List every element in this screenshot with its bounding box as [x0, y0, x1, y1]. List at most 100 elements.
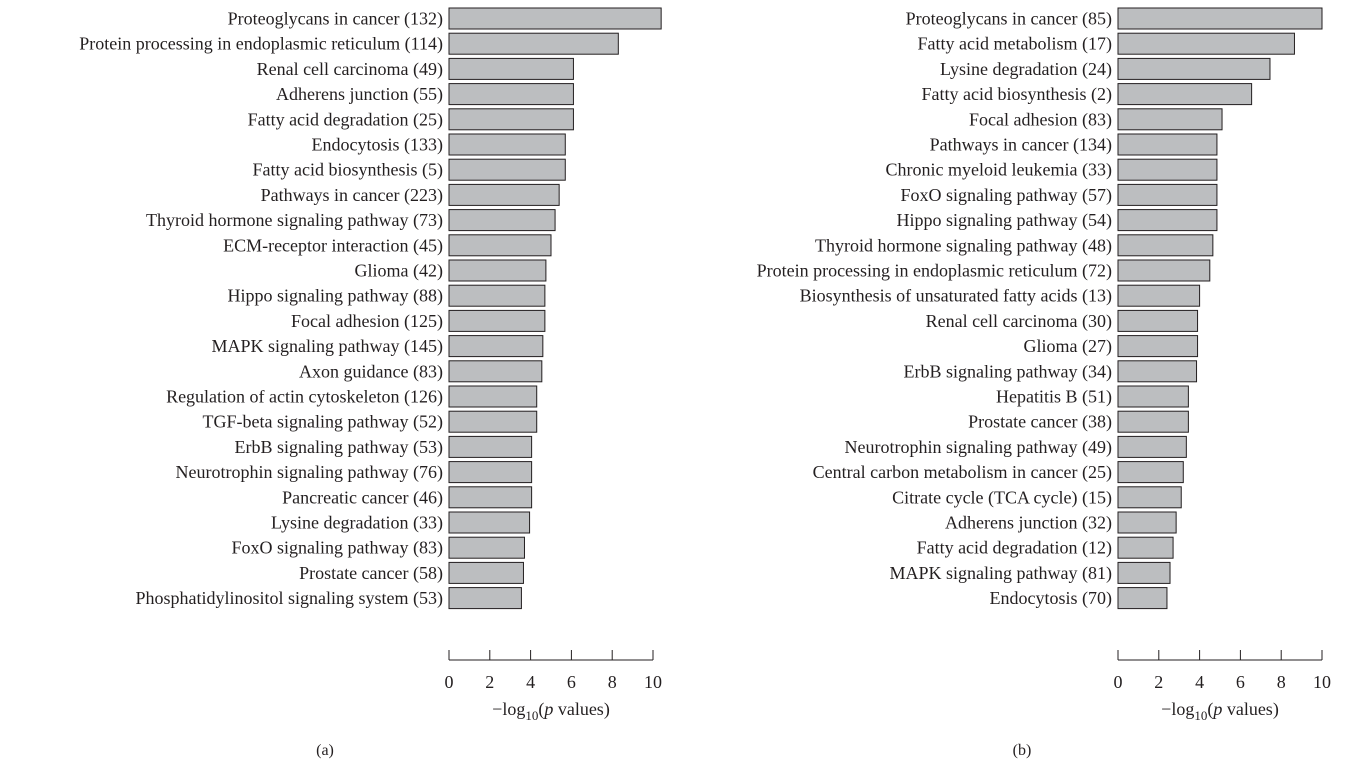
category-label: Neurotrophin signaling pathway (49): [845, 437, 1112, 458]
bar: [1117, 461, 1184, 484]
category-label: MAPK signaling pathway (81): [890, 563, 1112, 584]
bar: [448, 587, 522, 610]
bar: [1117, 335, 1199, 358]
x-tick-label: 10: [644, 672, 662, 692]
bar: [448, 234, 552, 257]
bar: [448, 57, 574, 80]
bar: [1117, 209, 1218, 232]
bar: [448, 360, 543, 383]
category-label: Hepatitis B (51): [996, 387, 1112, 408]
panel-b: Proteoglycans in cancer (85) Fatty acid m…: [757, 7, 1331, 759]
category-label: Axon guidance (83): [299, 361, 443, 382]
bar: [448, 461, 533, 484]
x-tick-label: 8: [1277, 672, 1286, 692]
category-label: Neurotrophin signaling pathway (76): [176, 462, 443, 483]
bar: [1117, 83, 1253, 106]
category-label: Pancreatic cancer (46): [282, 487, 443, 508]
category-label: Adherens junction (55): [276, 84, 443, 105]
category-label: ECM-receptor interaction (45): [223, 235, 443, 256]
bar: [1117, 284, 1201, 307]
bar: [448, 511, 531, 534]
category-label: Protein processing in endoplasmic reticu…: [757, 261, 1112, 282]
category-label: Thyroid hormone signaling pathway (73): [146, 210, 443, 231]
bar: [1117, 57, 1271, 80]
category-label: Glioma (42): [355, 261, 443, 282]
bar: [448, 309, 546, 332]
bar: [448, 108, 574, 131]
bar: [448, 284, 546, 307]
bar: [448, 561, 524, 584]
category-label: Central carbon metabolism in cancer (25): [813, 462, 1112, 483]
category-label: Pathways in cancer (223): [261, 185, 443, 206]
category-label: Adherens junction (32): [945, 513, 1112, 534]
category-label: Endocytosis (70): [990, 588, 1112, 609]
x-tick-label: 8: [608, 672, 617, 692]
category-label: Focal adhesion (125): [291, 311, 443, 332]
x-axis-title-prefix: −log: [1161, 699, 1194, 719]
category-label: Focal adhesion (83): [969, 109, 1112, 130]
bar: [448, 83, 574, 106]
category-label: Proteoglycans in cancer (85): [906, 9, 1112, 30]
x-tick-label: 0: [445, 672, 454, 692]
category-label: Pathways in cancer (134): [930, 135, 1112, 156]
x-tick-label: 6: [1236, 672, 1245, 692]
x-tick-label: 6: [567, 672, 576, 692]
category-label: Proteoglycans in cancer (132): [228, 9, 443, 30]
panel-label: (b): [1013, 742, 1032, 759]
bar: [448, 486, 533, 509]
bar: [448, 385, 538, 408]
x-axis-title-rest: values): [553, 699, 609, 720]
category-label: Fatty acid biosynthesis (5): [253, 160, 443, 181]
category-label: Fatty acid metabolism (17): [918, 34, 1112, 55]
x-axis-title-open-paren: (: [538, 699, 544, 720]
category-label: MAPK signaling pathway (145): [212, 336, 443, 357]
bar: [1117, 259, 1211, 282]
bar: [448, 536, 525, 559]
category-label: Thyroid hormone signaling pathway (48): [815, 235, 1112, 256]
bar: [448, 335, 544, 358]
bar: [1117, 435, 1187, 458]
category-label: ErbB signaling pathway (34): [904, 361, 1112, 382]
category-label: Citrate cycle (TCA cycle) (15): [892, 487, 1112, 508]
category-label: Hippo signaling pathway (88): [228, 286, 443, 307]
x-axis-title-subscript: 10: [525, 708, 538, 723]
category-label: FoxO signaling pathway (83): [232, 538, 443, 559]
x-axis-title-subscript: 10: [1194, 708, 1207, 723]
x-tick-label: 4: [1195, 672, 1204, 692]
x-tick-label: 4: [526, 672, 535, 692]
bar: [1117, 385, 1189, 408]
x-axis-title-rest: values): [1222, 699, 1278, 720]
bar: [1117, 561, 1171, 584]
bar: [448, 133, 566, 156]
bar: [1117, 183, 1218, 206]
x-tick-label: 2: [485, 672, 494, 692]
category-label: Hippo signaling pathway (54): [897, 210, 1112, 231]
category-label: Prostate cancer (58): [299, 563, 443, 584]
bar: [448, 32, 619, 55]
bar: [1117, 587, 1168, 610]
bar: [1117, 536, 1174, 559]
bar: [1117, 360, 1198, 383]
category-label: ErbB signaling pathway (53): [235, 437, 443, 458]
panel-a: Proteoglycans in cancer (132) Protein pro…: [79, 7, 662, 759]
bar: [1117, 158, 1218, 181]
bar: [448, 158, 566, 181]
bar: [1117, 234, 1214, 257]
category-label: Fatty acid degradation (12): [917, 538, 1112, 559]
bar: [448, 259, 547, 282]
bar: [1117, 7, 1323, 30]
x-tick-label: 10: [1313, 672, 1331, 692]
category-label: Renal cell carcinoma (30): [926, 311, 1112, 332]
x-axis-title-variable: p: [1211, 699, 1222, 719]
category-label: Endocytosis (133): [312, 135, 443, 156]
bar: [1117, 108, 1223, 131]
category-label: Chronic myeloid leukemia (33): [886, 160, 1112, 181]
category-label: Biosynthesis of unsaturated fatty acids …: [800, 286, 1112, 307]
bar: [1117, 410, 1189, 433]
bar: [448, 410, 538, 433]
panel-label: (a): [316, 742, 334, 759]
x-axis-title-prefix: −log: [492, 699, 525, 719]
x-axis-title: −log10(p values): [492, 699, 610, 723]
x-axis-title-open-paren: (: [1207, 699, 1213, 720]
x-tick-label: 0: [1114, 672, 1123, 692]
